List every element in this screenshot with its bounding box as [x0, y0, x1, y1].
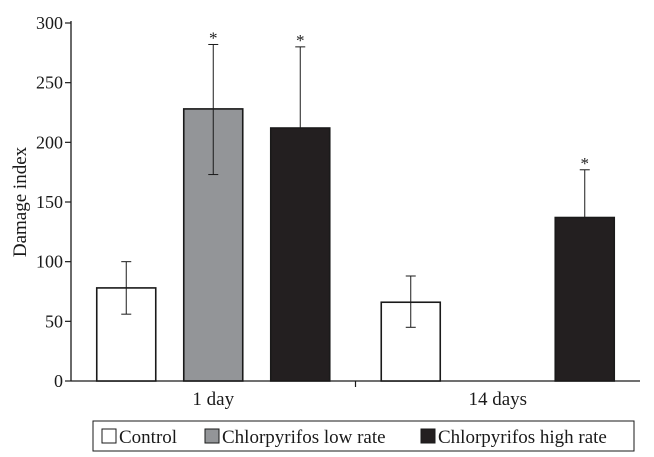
significance-marker: * — [581, 154, 590, 173]
legend-label: Chlorpyrifos low rate — [222, 427, 386, 448]
legend-label: Control — [119, 427, 177, 448]
legend-swatch — [204, 428, 220, 444]
y-tick-label: 100 — [36, 252, 63, 272]
legend-label: Chlorpyrifos high rate — [438, 427, 607, 448]
y-tick-label: 50 — [45, 311, 63, 331]
bar-chlorpyrifos-high-rate — [269, 127, 331, 382]
legend-swatch — [420, 428, 436, 444]
legend-box — [92, 420, 635, 452]
significance-marker: * — [296, 31, 305, 50]
y-tick-label: 150 — [36, 192, 63, 212]
x-category-label: 14 days — [468, 389, 527, 410]
y-tick-label: 250 — [36, 73, 63, 93]
significance-marker: * — [209, 28, 218, 47]
y-tick-label: 200 — [36, 132, 63, 152]
y-axis-title: Damage index — [10, 146, 31, 257]
legend-swatch — [101, 428, 117, 444]
x-category-label: 1 day — [192, 389, 234, 410]
bar-chlorpyrifos-high-rate — [554, 216, 616, 382]
y-tick-label: 300 — [36, 13, 63, 33]
y-tick-label: 0 — [54, 371, 63, 391]
